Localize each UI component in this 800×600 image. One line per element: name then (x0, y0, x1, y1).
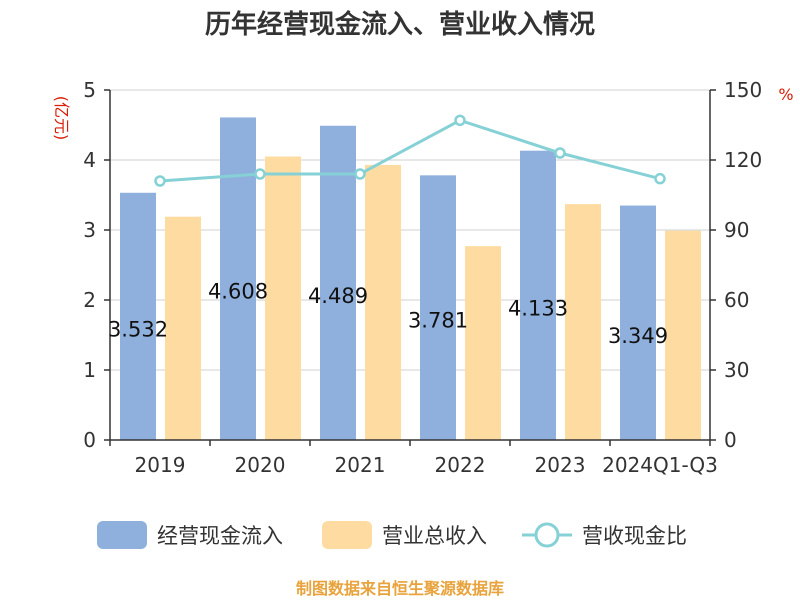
x-tick-label: 2023 (535, 453, 586, 477)
legend-label: 营业总收入 (382, 524, 487, 548)
data-label: 4.133 (508, 296, 568, 320)
ratio-point (154, 175, 166, 187)
source-note: 制图数据来自恒生聚源数据库 (296, 579, 504, 598)
chart-title: 历年经营现金流入、营业收入情况 (205, 9, 595, 40)
x-tick-label: 2019 (135, 453, 186, 477)
bar-revenue (265, 156, 301, 440)
x-tick-label: 2022 (435, 453, 486, 477)
legend-item-cash-inflow: 经营现金流入 (97, 521, 283, 549)
bar-revenue (665, 230, 701, 440)
legend-label: 经营现金流入 (157, 524, 283, 548)
ratio-point (254, 168, 266, 180)
ratio-point (554, 147, 566, 159)
legend-swatch (322, 521, 372, 549)
data-label: 4.489 (308, 284, 368, 308)
left-tick-label: 1 (83, 358, 96, 382)
data-label: 3.532 (108, 317, 168, 341)
right-tick-label: 150 (724, 78, 762, 102)
bar-revenue (365, 164, 401, 440)
data-label: 3.781 (408, 309, 468, 333)
left-tick-label: 5 (83, 78, 96, 102)
ratio-line-path (159, 118, 661, 183)
x-tick-label: 2024Q1-Q3 (602, 453, 718, 477)
right-tick-label: 60 (724, 288, 749, 312)
right-tick-label: 120 (724, 148, 762, 172)
legend-item-ratio: 营收现金比 (522, 522, 687, 548)
bars (120, 117, 701, 441)
bar-cash-inflow (320, 125, 356, 441)
legend: 经营现金流入 营业总收入 营收现金比 (97, 521, 687, 549)
data-labels: 3.532 4.608 4.489 3.781 4.133 3.349 (108, 280, 668, 348)
left-tick-label: 4 (83, 148, 96, 172)
bar-revenue (465, 246, 501, 440)
grid-lines (110, 89, 710, 371)
ratio-point (454, 114, 466, 127)
ratio-point (654, 172, 666, 185)
bar-cash-inflow (220, 117, 256, 440)
legend-swatch (97, 521, 147, 549)
right-tick-label: 90 (724, 218, 749, 242)
right-axis-unit: % (778, 85, 793, 104)
left-axis-unit: (亿元) (52, 96, 71, 141)
x-tick-label: 2020 (235, 453, 286, 477)
legend-marker (534, 522, 560, 548)
bar-cash-inflow (520, 150, 556, 440)
x-tick-label: 2021 (335, 453, 386, 477)
right-tick-label: 30 (724, 358, 749, 382)
left-tick-label: 3 (83, 218, 96, 242)
legend-label: 营收现金比 (582, 524, 687, 548)
left-tick-label: 2 (83, 288, 96, 312)
bar-cash-inflow (420, 175, 456, 440)
bar-revenue (165, 216, 201, 440)
bar-cash-inflow (620, 205, 656, 440)
bar-revenue (565, 204, 601, 440)
data-label: 3.349 (608, 324, 668, 348)
axes: 0 1 2 3 4 5 0 30 60 90 120 150 2019 2020 2021 2022 2023 2… (83, 78, 762, 477)
ratio-line (154, 114, 666, 187)
ratio-point (354, 168, 366, 180)
right-tick-label: 0 (724, 428, 737, 452)
bar-cash-inflow (120, 192, 156, 440)
left-tick-label: 0 (83, 428, 96, 452)
legend-item-revenue: 营业总收入 (322, 521, 487, 549)
data-label: 4.608 (208, 280, 268, 304)
